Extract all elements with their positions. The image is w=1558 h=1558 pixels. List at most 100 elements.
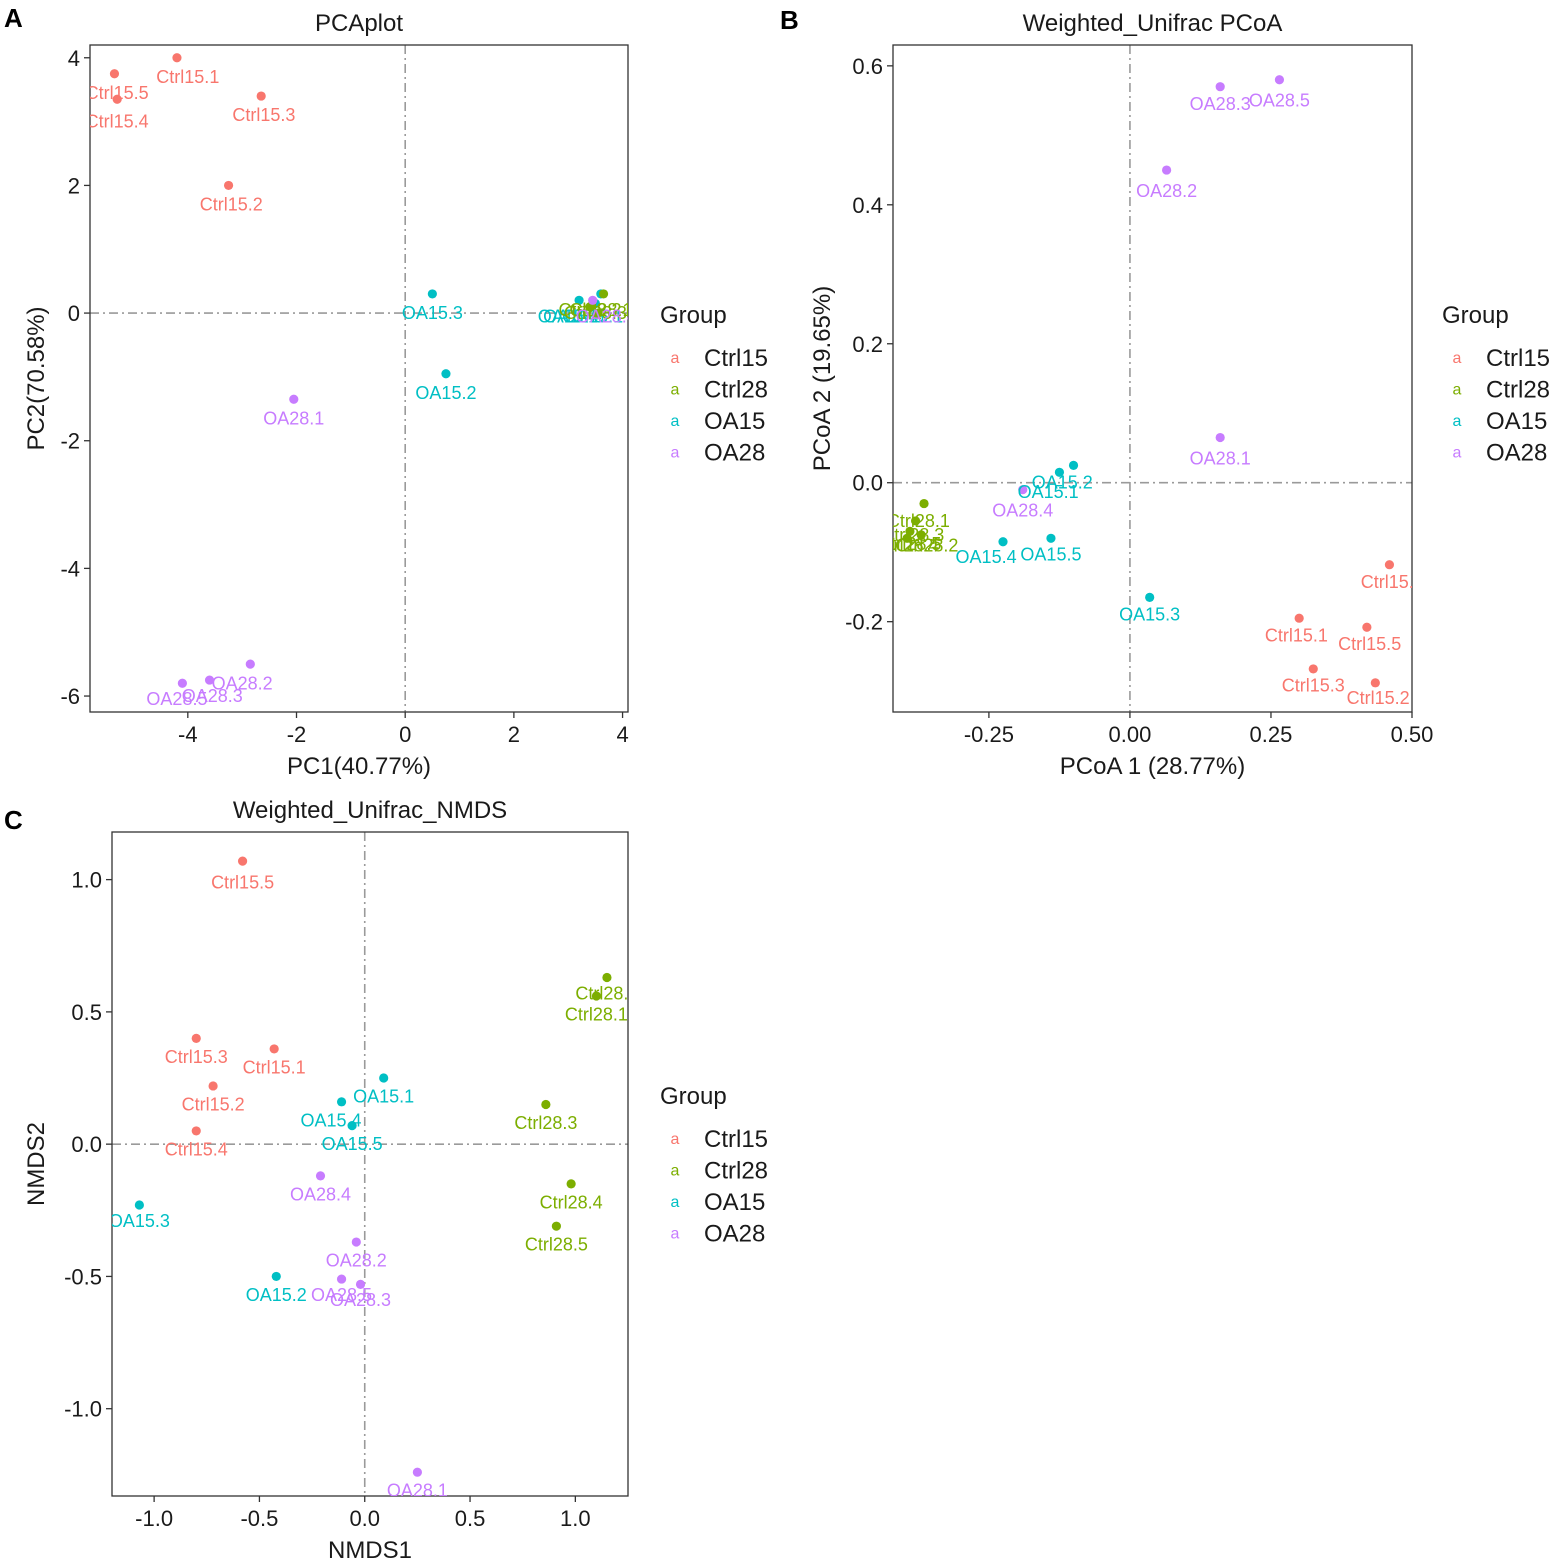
point-label: OA28.1 bbox=[387, 1481, 448, 1501]
data-point bbox=[271, 1271, 281, 1282]
x-tick-label: 0.00 bbox=[1109, 722, 1152, 747]
x-axis-label: PC1(40.77%) bbox=[287, 753, 431, 780]
points-layer: Ctrl15.5 Ctrl15.3 Ctrl15.1 Ctrl15.2 Ctrl15.4… bbox=[112, 856, 628, 1501]
y-tick-label: 0.5 bbox=[71, 1000, 102, 1025]
data-point bbox=[204, 675, 215, 685]
x-tick-label: 1.0 bbox=[560, 1506, 591, 1531]
data-point bbox=[1018, 485, 1028, 495]
data-point bbox=[574, 295, 584, 305]
point-label: OA15.1 bbox=[353, 1087, 414, 1107]
point-label: OA28.5 bbox=[146, 689, 207, 709]
x-tick-label: 0.5 bbox=[455, 1506, 486, 1531]
data-point bbox=[1215, 432, 1225, 443]
point-label: OA15.1 bbox=[1018, 482, 1079, 502]
legend-key-glyph: a bbox=[1453, 350, 1462, 367]
point-label: Ctrl15.2 bbox=[200, 195, 263, 215]
data-point bbox=[134, 1200, 144, 1210]
point-label: OA15.5 bbox=[543, 306, 604, 326]
point-label: Ctrl15.2 bbox=[1347, 688, 1410, 708]
legend-key-glyph: a bbox=[671, 382, 680, 399]
data-point bbox=[1384, 560, 1395, 570]
legend-key-glyph: a bbox=[1453, 445, 1462, 462]
x-tick-label: 2 bbox=[508, 722, 520, 747]
data-point bbox=[223, 180, 234, 191]
data-point bbox=[998, 537, 1008, 547]
panel-letter: A bbox=[4, 3, 23, 33]
x-tick-label: 0.0 bbox=[349, 1506, 380, 1531]
point-label: OA15.2 bbox=[1032, 473, 1093, 493]
y-tick-label: -1.0 bbox=[64, 1397, 102, 1422]
data-point bbox=[588, 295, 598, 305]
y-tick-label: 4 bbox=[68, 46, 80, 71]
data-point bbox=[1054, 467, 1065, 477]
y-tick-label: -4 bbox=[60, 556, 80, 581]
x-tick-label: -0.5 bbox=[240, 1506, 278, 1531]
point-label: OA28.2 bbox=[212, 673, 273, 693]
panel-a: A PCAplot -4 -2 0 2 4 -6 -4 -2 0 2 4 PC1(40.77%) PC2(7… bbox=[4, 3, 768, 780]
legend-title: Group bbox=[660, 1083, 727, 1110]
legend-item-label: OA15 bbox=[704, 1189, 765, 1216]
y-tick-label: 0.0 bbox=[71, 1132, 102, 1157]
legend: Group a Ctrl15 a Ctrl28 a OA15 a OA28 bbox=[660, 1083, 768, 1248]
legend-item-label: OA28 bbox=[704, 440, 765, 467]
data-point bbox=[379, 1073, 389, 1083]
point-label: OA28.1 bbox=[1190, 448, 1251, 468]
point-label: OA28.2 bbox=[1136, 181, 1197, 201]
data-point bbox=[1215, 82, 1225, 92]
point-label: Ctrl15.4 bbox=[86, 112, 149, 132]
chart-title: Weighted_Unifrac PCoA bbox=[1023, 10, 1283, 37]
legend-item-label: Ctrl15 bbox=[704, 1126, 768, 1153]
legend-item-label: OA28 bbox=[704, 1221, 765, 1248]
point-label: Ctrl28.3 bbox=[564, 303, 627, 323]
data-point bbox=[919, 498, 929, 509]
data-point bbox=[336, 1097, 347, 1107]
y-tick-label: 0.0 bbox=[852, 471, 883, 496]
data-point bbox=[602, 972, 612, 983]
point-label: OA28.3 bbox=[1190, 94, 1251, 114]
data-point bbox=[441, 369, 451, 379]
y-tick-label: -0.5 bbox=[64, 1264, 102, 1289]
point-label: Ctrl15.2 bbox=[182, 1094, 245, 1114]
point-label: Ctrl28.1 bbox=[887, 511, 950, 531]
y-axis-label: NMDS2 bbox=[23, 1122, 50, 1206]
point-label: OA15.4 bbox=[301, 1110, 362, 1130]
point-label: Ctrl15.1 bbox=[243, 1057, 306, 1077]
x-tick-label: 0.50 bbox=[1391, 722, 1434, 747]
data-point bbox=[905, 526, 915, 536]
legend-item-label: Ctrl15 bbox=[1486, 345, 1550, 372]
y-tick-label: -6 bbox=[60, 684, 80, 709]
data-point bbox=[177, 678, 187, 688]
data-point bbox=[269, 1044, 279, 1054]
point-label: OA15.2 bbox=[415, 383, 476, 403]
data-point bbox=[1068, 460, 1079, 470]
data-point bbox=[1274, 75, 1285, 85]
point-label: OA28.2 bbox=[326, 1251, 387, 1271]
panel-c: C Weighted_Unifrac_NMDS -1.0 -0.5 0.0 0.5 1.0 -… bbox=[4, 797, 768, 1558]
y-axis-label: PC2(70.58%) bbox=[23, 306, 50, 450]
x-tick-label: 0.25 bbox=[1250, 722, 1293, 747]
point-label: OA15.3 bbox=[402, 303, 463, 323]
x-tick-label: -4 bbox=[178, 722, 198, 747]
point-label: Ctrl15.4 bbox=[1361, 572, 1424, 592]
data-point bbox=[245, 659, 255, 669]
panel-letter: C bbox=[4, 805, 23, 835]
x-tick-label: 0 bbox=[399, 722, 411, 747]
data-point bbox=[910, 516, 921, 526]
point-label: Ctrl28.3 bbox=[514, 1113, 577, 1133]
point-label: OA15.3 bbox=[1119, 605, 1180, 625]
point-label: Ctrl15.3 bbox=[165, 1047, 228, 1067]
x-axis-label: NMDS1 bbox=[328, 1537, 412, 1558]
point-label: Ctrl28.1 bbox=[565, 1005, 628, 1025]
x-tick-label: -2 bbox=[287, 722, 307, 747]
data-point bbox=[1294, 613, 1304, 623]
data-point bbox=[566, 1179, 576, 1189]
point-label: Ctrl28.4 bbox=[876, 535, 939, 555]
y-tick-label: 0.6 bbox=[852, 54, 883, 79]
point-label: Ctrl28.2 bbox=[558, 300, 621, 320]
legend-item-label: Ctrl15 bbox=[704, 345, 768, 372]
data-point bbox=[315, 1171, 326, 1181]
point-label: Ctrl28.2 bbox=[895, 535, 958, 555]
data-point bbox=[172, 53, 182, 63]
data-point bbox=[109, 69, 120, 79]
y-tick-label: 0.2 bbox=[852, 332, 883, 357]
